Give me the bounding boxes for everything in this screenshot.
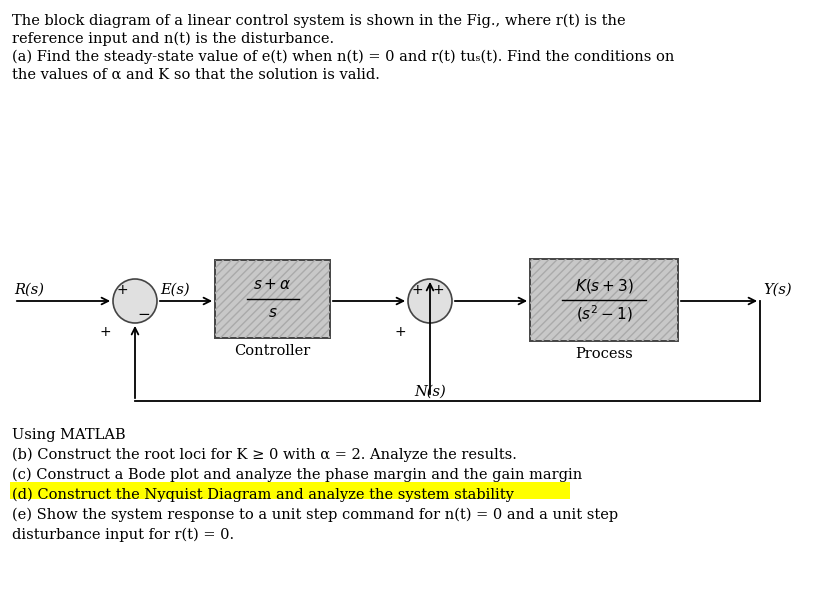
Text: +: + [411,283,422,297]
Text: Process: Process [575,347,633,361]
Bar [530,259,678,341]
Circle shape [113,279,157,323]
Text: +: + [394,325,406,339]
Bar [215,260,330,338]
Text: −: − [137,307,149,322]
Text: (a) Find the steady-state value of e(t) when n(t) = 0 and r(t) tuₛ(t). Find the : (a) Find the steady-state value of e(t) … [12,50,674,64]
Text: +: + [432,283,443,297]
Text: R(s): R(s) [14,283,44,297]
Text: Controller: Controller [234,344,310,358]
Text: Using MATLAB: Using MATLAB [12,428,125,442]
Text: The block diagram of a linear control system is shown in the Fig., where r(t) is: The block diagram of a linear control sy… [12,14,626,29]
Text: disturbance input for r(t) = 0.: disturbance input for r(t) = 0. [12,528,234,542]
Text: reference input and n(t) is the disturbance.: reference input and n(t) is the disturba… [12,32,334,46]
Text: the values of α and K so that the solution is valid.: the values of α and K so that the soluti… [12,68,380,82]
Text: $s + \alpha$: $s + \alpha$ [253,278,292,292]
Bar [10,482,570,499]
Text: (e) Show the system response to a unit step command for n(t) = 0 and a unit step: (e) Show the system response to a unit s… [12,508,618,522]
Text: (b) Construct the root loci for K ≥ 0 with α = 2. Analyze the results.: (b) Construct the root loci for K ≥ 0 wi… [12,448,517,462]
Bar [530,259,678,341]
Circle shape [408,279,452,323]
Text: (d) Construct the Nyquist Diagram and analyze the system stability: (d) Construct the Nyquist Diagram and an… [12,488,514,502]
Text: +: + [100,325,111,339]
Text: $s$: $s$ [268,306,277,320]
Bar [215,260,330,338]
Text: Y(s): Y(s) [763,283,792,297]
Text: $K(s + 3)$: $K(s + 3)$ [574,277,633,295]
Text: +: + [116,283,128,297]
Text: N(s): N(s) [414,385,446,399]
Text: $(s^{2} - 1)$: $(s^{2} - 1)$ [575,303,632,324]
Text: E(s): E(s) [160,283,189,297]
Text: (c) Construct a Bode plot and analyze the phase margin and the gain margin: (c) Construct a Bode plot and analyze th… [12,468,583,482]
